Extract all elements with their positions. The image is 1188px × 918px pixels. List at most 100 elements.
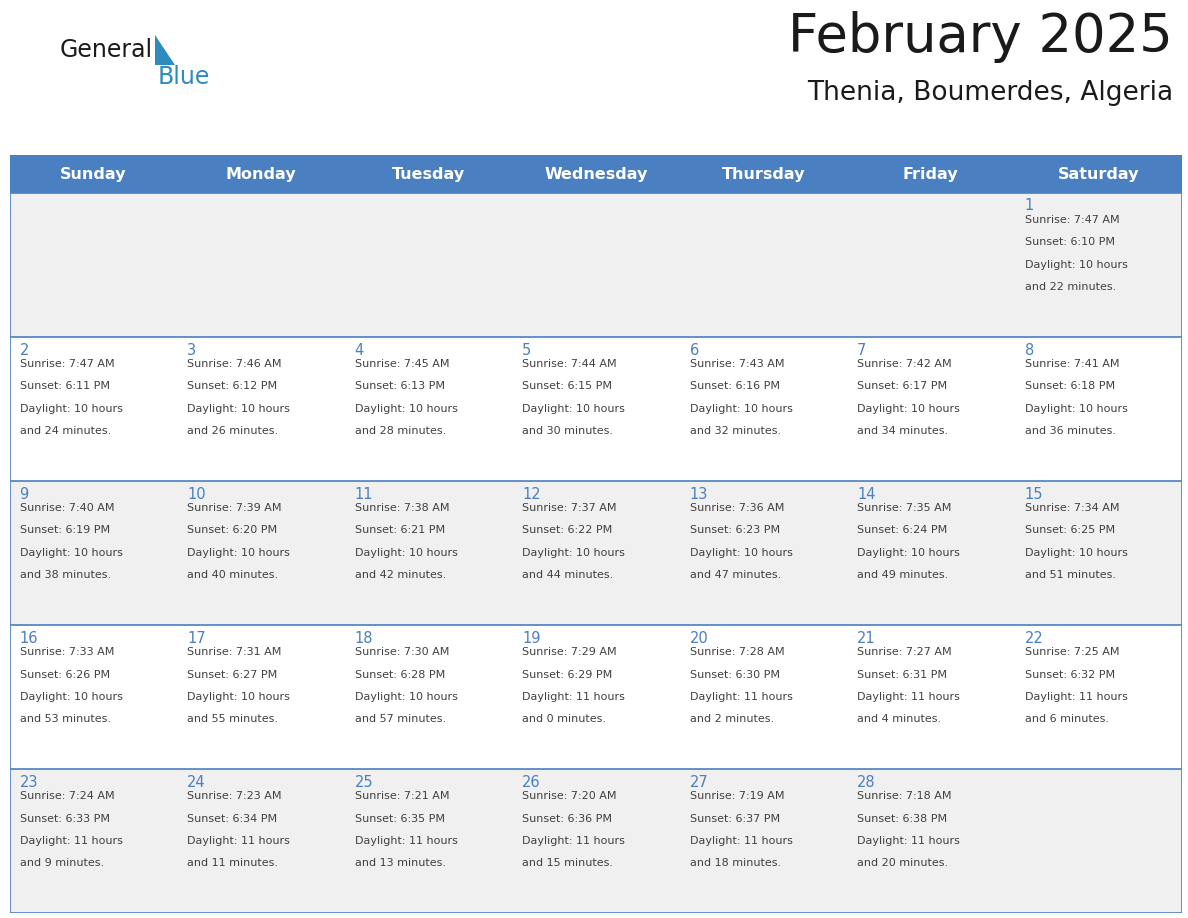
Text: and 26 minutes.: and 26 minutes. (187, 426, 278, 436)
Text: Sunset: 6:11 PM: Sunset: 6:11 PM (19, 381, 109, 391)
Text: and 55 minutes.: and 55 minutes. (187, 714, 278, 724)
Text: Sunrise: 7:20 AM: Sunrise: 7:20 AM (522, 791, 617, 801)
Text: Sunset: 6:17 PM: Sunset: 6:17 PM (857, 381, 947, 391)
Bar (10, 193, 1182, 337)
Text: Daylight: 10 hours: Daylight: 10 hours (19, 404, 122, 414)
Text: Sunrise: 7:36 AM: Sunrise: 7:36 AM (689, 503, 784, 513)
Text: 9: 9 (19, 487, 29, 501)
Text: Daylight: 10 hours: Daylight: 10 hours (354, 548, 457, 558)
Text: Daylight: 10 hours: Daylight: 10 hours (1024, 404, 1127, 414)
Text: and 42 minutes.: and 42 minutes. (354, 570, 446, 580)
Text: Sunset: 6:21 PM: Sunset: 6:21 PM (354, 525, 444, 535)
Text: Sunrise: 7:31 AM: Sunrise: 7:31 AM (187, 647, 282, 657)
Text: Sunrise: 7:47 AM: Sunrise: 7:47 AM (1024, 215, 1119, 225)
Text: 27: 27 (689, 775, 708, 789)
Text: Sunrise: 7:29 AM: Sunrise: 7:29 AM (522, 647, 617, 657)
Text: and 32 minutes.: and 32 minutes. (689, 426, 781, 436)
Text: Sunset: 6:16 PM: Sunset: 6:16 PM (689, 381, 779, 391)
Text: 7: 7 (857, 342, 866, 358)
Bar (10, 155, 1182, 193)
Text: Daylight: 10 hours: Daylight: 10 hours (689, 548, 792, 558)
Text: and 13 minutes.: and 13 minutes. (354, 858, 446, 868)
Text: Daylight: 11 hours: Daylight: 11 hours (857, 836, 960, 846)
Text: 17: 17 (187, 631, 206, 645)
Text: and 38 minutes.: and 38 minutes. (19, 570, 110, 580)
Text: Sunrise: 7:37 AM: Sunrise: 7:37 AM (522, 503, 617, 513)
Text: Daylight: 11 hours: Daylight: 11 hours (857, 692, 960, 702)
Text: 20: 20 (689, 631, 708, 645)
Text: and 15 minutes.: and 15 minutes. (522, 858, 613, 868)
Text: Sunset: 6:29 PM: Sunset: 6:29 PM (522, 669, 612, 679)
Text: and 53 minutes.: and 53 minutes. (19, 714, 110, 724)
Text: Sunset: 6:33 PM: Sunset: 6:33 PM (19, 813, 109, 823)
Text: Sunset: 6:38 PM: Sunset: 6:38 PM (857, 813, 947, 823)
Text: Sunset: 6:23 PM: Sunset: 6:23 PM (689, 525, 779, 535)
Text: Sunset: 6:37 PM: Sunset: 6:37 PM (689, 813, 779, 823)
Text: Sunrise: 7:46 AM: Sunrise: 7:46 AM (187, 359, 282, 369)
Text: Sunset: 6:27 PM: Sunset: 6:27 PM (187, 669, 277, 679)
Text: Sunrise: 7:33 AM: Sunrise: 7:33 AM (19, 647, 114, 657)
Text: 24: 24 (187, 775, 206, 789)
Text: Tuesday: Tuesday (392, 166, 465, 182)
Text: Daylight: 10 hours: Daylight: 10 hours (187, 548, 290, 558)
Text: 22: 22 (1024, 631, 1043, 645)
Text: Sunrise: 7:18 AM: Sunrise: 7:18 AM (857, 791, 952, 801)
Text: Sunrise: 7:45 AM: Sunrise: 7:45 AM (354, 359, 449, 369)
Text: Daylight: 10 hours: Daylight: 10 hours (522, 404, 625, 414)
Text: Sunset: 6:34 PM: Sunset: 6:34 PM (187, 813, 277, 823)
Text: Sunset: 6:18 PM: Sunset: 6:18 PM (1024, 381, 1114, 391)
Text: and 20 minutes.: and 20 minutes. (857, 858, 948, 868)
Text: 11: 11 (354, 487, 373, 501)
Text: 10: 10 (187, 487, 206, 501)
Text: 23: 23 (19, 775, 38, 789)
Text: 15: 15 (1024, 487, 1043, 501)
Text: Sunset: 6:10 PM: Sunset: 6:10 PM (1024, 238, 1114, 247)
Text: 19: 19 (522, 631, 541, 645)
Text: Daylight: 10 hours: Daylight: 10 hours (19, 692, 122, 702)
Text: Sunrise: 7:24 AM: Sunrise: 7:24 AM (19, 791, 114, 801)
Bar (10, 625, 1182, 769)
Text: Daylight: 10 hours: Daylight: 10 hours (857, 548, 960, 558)
Text: Monday: Monday (226, 166, 296, 182)
Text: Daylight: 10 hours: Daylight: 10 hours (689, 404, 792, 414)
Text: Sunrise: 7:34 AM: Sunrise: 7:34 AM (1024, 503, 1119, 513)
Text: 18: 18 (354, 631, 373, 645)
Text: Thursday: Thursday (721, 166, 805, 182)
Text: and 24 minutes.: and 24 minutes. (19, 426, 110, 436)
Bar (10, 769, 1182, 913)
Text: Sunrise: 7:21 AM: Sunrise: 7:21 AM (354, 791, 449, 801)
Text: Daylight: 10 hours: Daylight: 10 hours (1024, 260, 1127, 270)
Text: and 57 minutes.: and 57 minutes. (354, 714, 446, 724)
Text: Sunset: 6:20 PM: Sunset: 6:20 PM (187, 525, 277, 535)
Text: Daylight: 11 hours: Daylight: 11 hours (187, 836, 290, 846)
Text: and 49 minutes.: and 49 minutes. (857, 570, 948, 580)
Text: Daylight: 10 hours: Daylight: 10 hours (354, 404, 457, 414)
Text: Saturday: Saturday (1057, 166, 1139, 182)
Text: Sunrise: 7:41 AM: Sunrise: 7:41 AM (1024, 359, 1119, 369)
Text: Sunset: 6:32 PM: Sunset: 6:32 PM (1024, 669, 1114, 679)
Text: 21: 21 (857, 631, 876, 645)
Text: February 2025: February 2025 (789, 11, 1173, 63)
Bar (10, 481, 1182, 625)
Text: and 44 minutes.: and 44 minutes. (522, 570, 613, 580)
Polygon shape (154, 35, 175, 65)
Text: Daylight: 10 hours: Daylight: 10 hours (187, 404, 290, 414)
Text: 13: 13 (689, 487, 708, 501)
Text: and 4 minutes.: and 4 minutes. (857, 714, 941, 724)
Text: 6: 6 (689, 342, 699, 358)
Text: Daylight: 10 hours: Daylight: 10 hours (1024, 548, 1127, 558)
Text: Sunset: 6:28 PM: Sunset: 6:28 PM (354, 669, 444, 679)
Text: Sunrise: 7:47 AM: Sunrise: 7:47 AM (19, 359, 114, 369)
Text: and 6 minutes.: and 6 minutes. (1024, 714, 1108, 724)
Text: 1: 1 (1024, 198, 1034, 214)
Text: Blue: Blue (158, 65, 210, 89)
Bar (10, 337, 1182, 481)
Text: Wednesday: Wednesday (544, 166, 647, 182)
Text: Daylight: 11 hours: Daylight: 11 hours (689, 692, 792, 702)
Text: Daylight: 10 hours: Daylight: 10 hours (19, 548, 122, 558)
Text: and 28 minutes.: and 28 minutes. (354, 426, 446, 436)
Text: and 18 minutes.: and 18 minutes. (689, 858, 781, 868)
Text: Thenia, Boumerdes, Algeria: Thenia, Boumerdes, Algeria (807, 80, 1173, 106)
Text: Sunset: 6:25 PM: Sunset: 6:25 PM (1024, 525, 1114, 535)
Text: Daylight: 10 hours: Daylight: 10 hours (187, 692, 290, 702)
